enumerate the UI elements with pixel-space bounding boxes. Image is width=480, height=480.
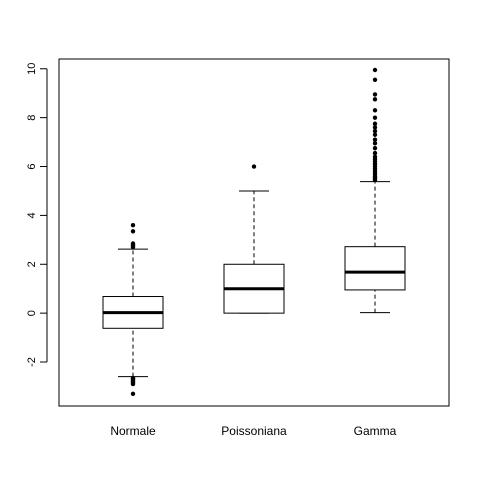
outlier-point xyxy=(372,141,378,146)
outlier-point xyxy=(130,241,136,246)
y-tick-label: 2 xyxy=(26,261,38,267)
y-tick-label: 0 xyxy=(26,310,38,316)
y-tick-label: 6 xyxy=(26,163,38,169)
outlier-point xyxy=(372,154,378,159)
outlier-point xyxy=(130,222,136,228)
outlier-point xyxy=(372,132,378,137)
plot-frame xyxy=(58,58,450,407)
box-normale xyxy=(102,222,164,396)
y-axis: -2 0 2 4 6 8 10 xyxy=(26,63,48,367)
outlier-point xyxy=(130,229,136,234)
outlier-point xyxy=(251,164,257,169)
y-tick-label: 10 xyxy=(26,63,38,75)
outlier-point xyxy=(130,375,136,381)
iqr-box xyxy=(344,246,406,291)
y-tick-label: -2 xyxy=(26,357,38,367)
outlier-point xyxy=(372,128,378,134)
outlier-point xyxy=(372,77,378,82)
outlier-point xyxy=(130,391,136,396)
outlier-point xyxy=(372,67,378,73)
box-gamma xyxy=(344,67,406,314)
y-tick-label: 4 xyxy=(26,212,38,218)
box-poissoniana xyxy=(223,164,285,314)
outlier-point xyxy=(372,97,378,102)
outlier-point xyxy=(372,150,378,156)
outlier-point xyxy=(372,92,378,97)
x-axis-labels: Normale Poissoniana Gamma xyxy=(110,424,396,438)
x-category-label: Gamma xyxy=(354,424,397,438)
outlier-point xyxy=(372,121,378,126)
outlier-point xyxy=(372,125,378,130)
x-category-label: Poissoniana xyxy=(221,424,287,438)
outlier-point xyxy=(372,108,378,113)
outlier-point xyxy=(372,137,378,142)
outlier-point xyxy=(372,115,378,120)
y-tick-label: 8 xyxy=(26,115,38,121)
x-category-label: Normale xyxy=(110,424,156,438)
boxes-group xyxy=(102,67,406,396)
outlier-point xyxy=(372,145,378,151)
